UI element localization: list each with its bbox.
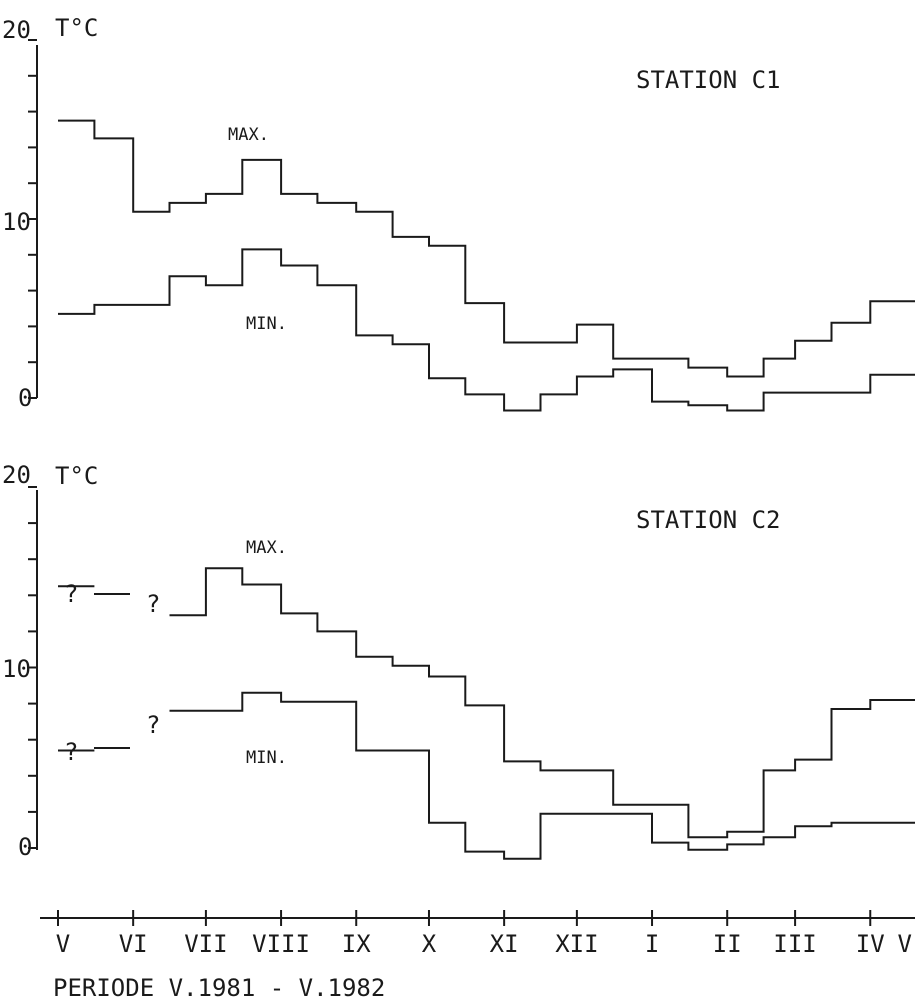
y-tick-label-20-c1: 20 [2,16,31,44]
y-tick-label-0-c1: 0 [18,384,32,412]
series-line-min-station-2-part-2 [169,691,915,860]
unknown-mark-min-left: ? [64,738,78,766]
y-axis-label-c2: T°C [55,462,98,490]
x-tick-label: III [773,930,816,958]
x-tick-label: II [713,930,742,958]
unknown-mark-max-left: ? [64,580,78,608]
series-label-max-c2: MAX. [246,538,287,558]
y-axis-label-c1: T°C [55,14,98,42]
x-tick-label: I [645,930,659,958]
x-tick-label: XI [490,930,519,958]
y-tick-label-10-c1: 10 [2,208,31,236]
y-tick-label-0-c2: 0 [18,833,32,861]
y-ticks-c2 [28,486,37,849]
series-lines-c1 [58,119,915,412]
x-tick-label: VIII [252,930,310,958]
x-tick-label: IX [342,930,371,958]
x-tick-label: XII [555,930,598,958]
series-line-max-station-1-part-1 [58,119,915,378]
series-lines-c2 [58,567,915,860]
unknown-mark-min-right: ? [146,711,160,739]
x-tick-label: V [898,930,912,958]
series-label-min-c2: MIN. [246,748,287,768]
unknown-mark-max-right: ? [146,590,160,618]
chart-panel-station-c1: 20 10 0 T°C STATION C1 MAX. MIN. [2,14,915,412]
period-footer: PERIODE V.1981 - V.1982 [53,974,385,1002]
x-tick-labels: V VI VII VIII IX X XI XII I II III IV V [56,930,912,958]
x-ticks [57,910,872,926]
y-ticks-c1 [28,39,37,399]
chart-title-c1: STATION C1 [636,66,781,94]
series-label-min-c1: MIN. [246,314,287,334]
series-line-min-station-1-part-1 [58,248,915,412]
y-tick-label-10-c2: 10 [2,655,31,683]
chart-title-c2: STATION C2 [636,506,781,534]
x-tick-label: VII [184,930,227,958]
x-axis: V VI VII VIII IX X XI XII I II III IV V [40,910,915,958]
series-label-max-c1: MAX. [228,125,269,145]
x-tick-label: IV [856,930,885,958]
y-tick-label-20-c2: 20 [2,461,31,489]
chart-panel-station-c2: 20 10 0 T°C STATION C2 MAX. MIN. ? ? ? ? [2,461,915,861]
series-line-max-station-2-part-2 [169,567,915,839]
x-tick-label: X [422,930,437,958]
x-tick-label: V [56,930,70,958]
x-tick-label: VI [119,930,148,958]
